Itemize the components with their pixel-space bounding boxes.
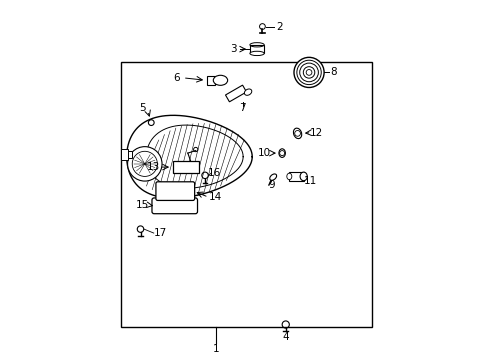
Text: 2: 2 <box>276 22 283 32</box>
Ellipse shape <box>278 149 285 157</box>
Text: 8: 8 <box>329 67 336 77</box>
Circle shape <box>293 57 324 87</box>
Ellipse shape <box>286 173 291 180</box>
Text: 11: 11 <box>304 176 317 186</box>
Text: 5: 5 <box>139 103 145 113</box>
Text: 15: 15 <box>135 200 149 210</box>
Text: 17: 17 <box>153 228 166 238</box>
Text: 9: 9 <box>267 180 274 190</box>
Bar <box>249 45 264 53</box>
Ellipse shape <box>300 172 306 181</box>
Bar <box>121 62 371 327</box>
Ellipse shape <box>269 174 276 180</box>
Bar <box>289 172 303 181</box>
Bar <box>172 161 198 173</box>
Ellipse shape <box>213 75 227 85</box>
Ellipse shape <box>293 128 301 139</box>
Ellipse shape <box>244 89 251 95</box>
Bar <box>206 76 214 85</box>
Text: 14: 14 <box>209 192 222 202</box>
Bar <box>225 85 246 102</box>
Bar <box>122 150 132 158</box>
Text: 6: 6 <box>173 73 179 83</box>
Ellipse shape <box>249 51 264 55</box>
Text: 7: 7 <box>239 103 245 113</box>
Text: 1: 1 <box>212 343 219 354</box>
Bar <box>121 149 128 160</box>
Text: 16: 16 <box>207 168 220 178</box>
Text: 10: 10 <box>257 148 270 158</box>
Text: 13: 13 <box>146 162 160 172</box>
Text: 4: 4 <box>282 332 288 342</box>
Text: 12: 12 <box>309 128 322 138</box>
Text: 3: 3 <box>230 44 237 54</box>
Circle shape <box>127 147 162 181</box>
FancyBboxPatch shape <box>156 182 194 201</box>
FancyBboxPatch shape <box>152 198 197 214</box>
